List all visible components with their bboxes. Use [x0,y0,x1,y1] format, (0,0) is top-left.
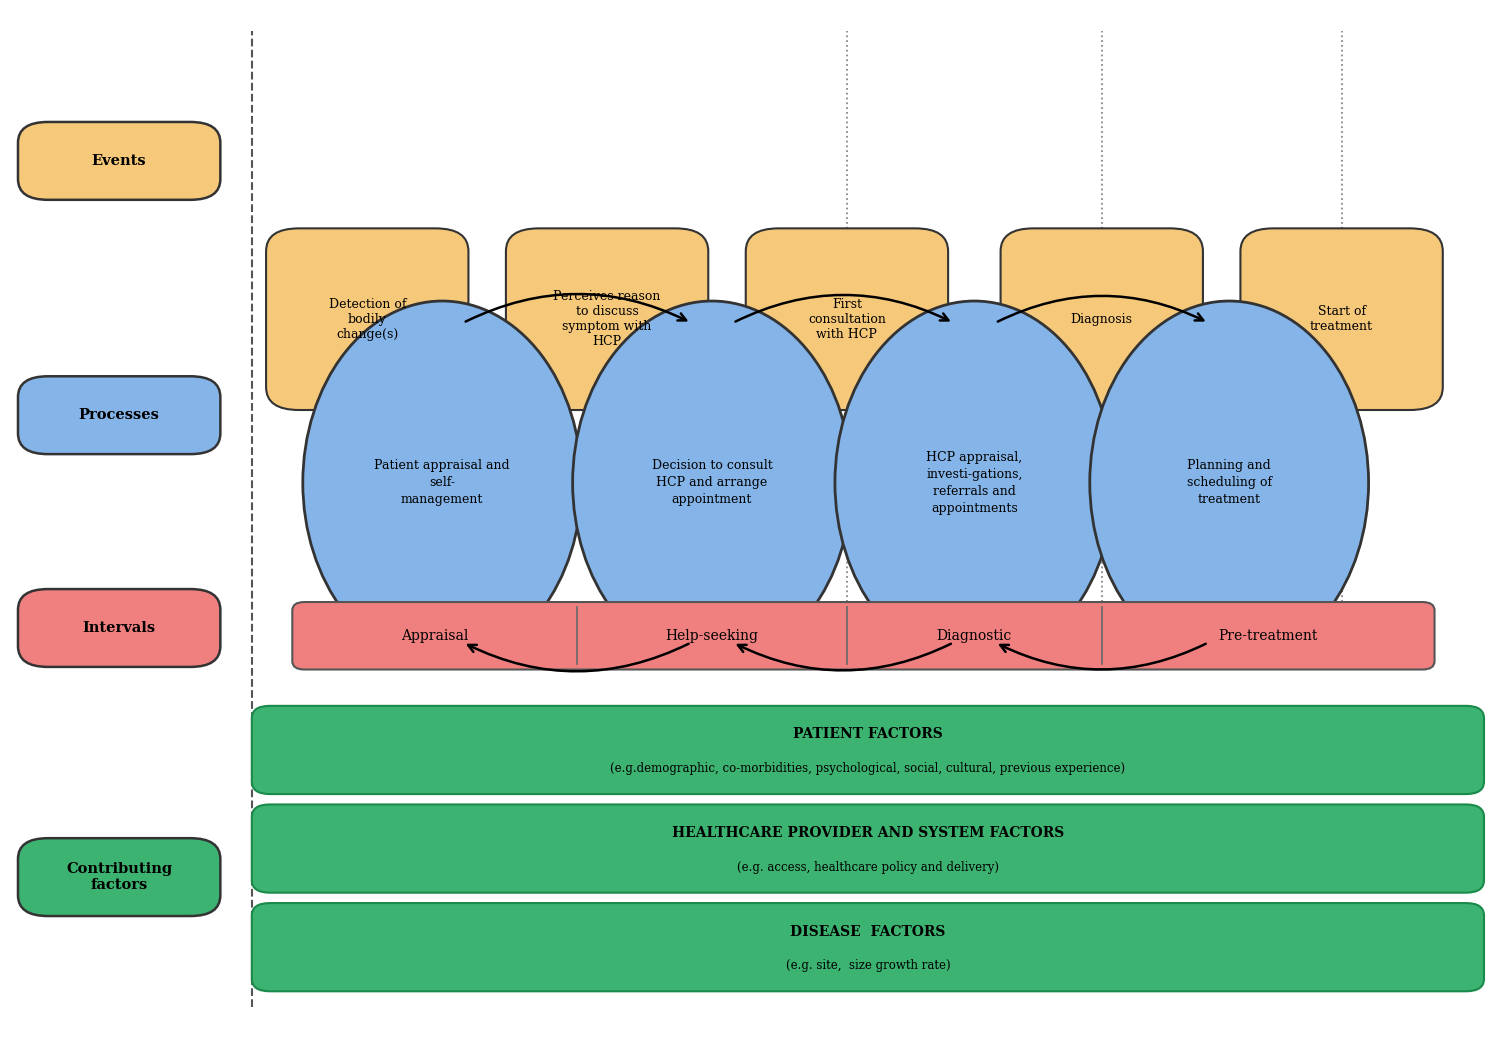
Ellipse shape [573,301,851,664]
FancyBboxPatch shape [745,228,947,410]
Text: HCP appraisal,
investi-gations,
referrals and
appointments: HCP appraisal, investi-gations, referral… [926,450,1022,515]
Text: (e.g. site,  size growth rate): (e.g. site, size growth rate) [785,959,950,973]
Ellipse shape [303,301,582,664]
Text: Diagnosis: Diagnosis [1070,312,1133,326]
FancyBboxPatch shape [18,589,220,666]
Text: Diagnostic: Diagnostic [937,629,1012,643]
FancyBboxPatch shape [252,706,1484,794]
Text: First
consultation
with HCP: First consultation with HCP [808,298,886,340]
Text: PATIENT FACTORS: PATIENT FACTORS [793,728,943,741]
Ellipse shape [835,301,1114,664]
Text: Start of
treatment: Start of treatment [1310,305,1373,333]
Text: Perceives reason
to discuss
symptom with
HCP: Perceives reason to discuss symptom with… [553,291,661,348]
FancyBboxPatch shape [1241,228,1442,410]
Text: Intervals: Intervals [82,621,156,635]
FancyBboxPatch shape [505,228,708,410]
Text: Patient appraisal and
self-
management: Patient appraisal and self- management [375,459,510,507]
FancyBboxPatch shape [18,377,220,455]
Text: HEALTHCARE PROVIDER AND SYSTEM FACTORS: HEALTHCARE PROVIDER AND SYSTEM FACTORS [672,826,1064,840]
FancyBboxPatch shape [252,903,1484,991]
Text: Detection of
bodily
change(s): Detection of bodily change(s) [328,298,406,340]
Text: Processes: Processes [79,408,159,422]
Text: Pre-treatment: Pre-treatment [1219,629,1318,643]
Text: (e.g.demographic, co-morbidities, psychological, social, cultural, previous expe: (e.g.demographic, co-morbidities, psycho… [610,762,1126,775]
FancyBboxPatch shape [18,122,220,200]
Text: Planning and
scheduling of
treatment: Planning and scheduling of treatment [1187,459,1271,507]
Text: Events: Events [91,154,147,168]
FancyBboxPatch shape [292,602,1435,670]
FancyBboxPatch shape [18,839,220,917]
Text: DISEASE  FACTORS: DISEASE FACTORS [790,925,946,938]
Text: Decision to consult
HCP and arrange
appointment: Decision to consult HCP and arrange appo… [652,459,772,507]
FancyBboxPatch shape [252,804,1484,893]
FancyBboxPatch shape [267,228,468,410]
Text: Appraisal: Appraisal [402,629,468,643]
FancyBboxPatch shape [1001,228,1202,410]
Ellipse shape [1090,301,1369,664]
Text: (e.g. access, healthcare policy and delivery): (e.g. access, healthcare policy and deli… [738,861,998,874]
Text: Help-seeking: Help-seeking [666,629,758,643]
Text: Contributing
factors: Contributing factors [66,862,172,893]
